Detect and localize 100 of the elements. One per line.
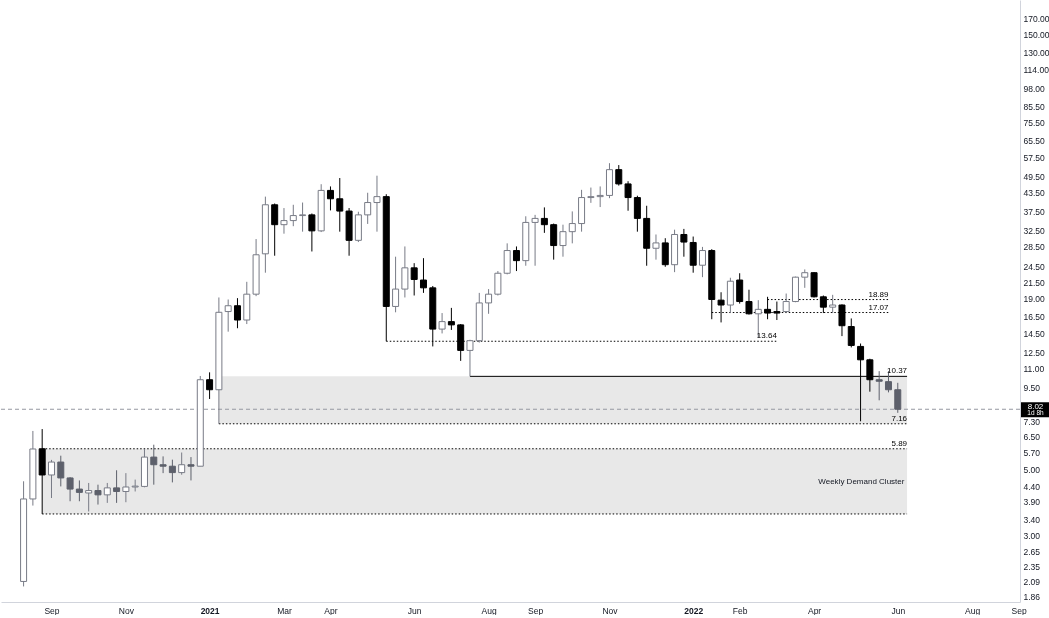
- candlestick: [568, 210, 576, 244]
- candlestick: [66, 476, 74, 502]
- y-tick-label: 16.50: [1023, 312, 1046, 323]
- candlestick: [271, 202, 279, 257]
- candlestick: [736, 272, 744, 305]
- candlestick: [689, 236, 697, 274]
- candlestick: [494, 270, 502, 296]
- x-tick-label: Apr: [324, 605, 338, 616]
- y-tick-label: 2.65: [1023, 546, 1041, 557]
- candlestick: [47, 459, 55, 499]
- y-tick-label: 19.00: [1023, 294, 1046, 305]
- y-tick-label: 85.50: [1023, 101, 1046, 112]
- candlestick: [326, 185, 334, 211]
- candlestick: [847, 317, 855, 348]
- candlestick: [57, 455, 65, 487]
- candlestick: [122, 472, 130, 503]
- candlestick: [187, 456, 195, 481]
- y-tick-label: 11.00: [1023, 364, 1045, 375]
- candlestick: [801, 268, 809, 289]
- y-tick-label: 1.86: [1023, 591, 1041, 602]
- x-tick-label: Nov: [118, 605, 135, 616]
- candlestick: [782, 293, 790, 314]
- y-tick-label: 24.50: [1023, 261, 1046, 272]
- y-tick-label: 2.09: [1023, 576, 1041, 587]
- candlestick: [438, 312, 446, 334]
- candlestick: [159, 455, 167, 474]
- data-label: 18.89: [868, 289, 890, 299]
- candlestick: [540, 206, 548, 234]
- x-tick-label: Nov: [602, 605, 619, 616]
- candlestick: [652, 233, 660, 261]
- candlestick: [661, 237, 669, 268]
- data-label: 5.89: [891, 438, 908, 448]
- x-tick-label: Aug: [481, 605, 497, 616]
- y-tick-label: 75.50: [1023, 117, 1046, 128]
- y-tick-label: 7.30: [1023, 416, 1041, 427]
- candlestick: [94, 484, 102, 506]
- candlestick: [550, 223, 558, 261]
- x-tick-label: Apr: [807, 605, 822, 616]
- candlestick: [373, 175, 381, 233]
- x-tick-label: Sep: [1011, 605, 1028, 616]
- y-tick-label: 57.50: [1023, 152, 1046, 163]
- candlestick: [308, 212, 316, 252]
- y-tick-label: 6.50: [1023, 431, 1041, 442]
- y-tick-label: 150.00: [1023, 29, 1049, 40]
- data-label: 17.07: [868, 302, 890, 312]
- x-tick-label: Feb: [732, 605, 748, 616]
- y-tick-label: 170.00: [1023, 13, 1049, 24]
- x-tick-label: Sep: [44, 605, 60, 616]
- y-tick-label: 49.50: [1023, 171, 1046, 182]
- x-tick-label: Jun: [891, 605, 906, 616]
- candlestick: [512, 245, 520, 272]
- candlestick: [336, 177, 344, 233]
- candlestick: [233, 297, 241, 329]
- y-tick-label: 14.50: [1023, 328, 1046, 339]
- candlestick: [410, 262, 418, 296]
- y-tick-label: 3.90: [1023, 497, 1041, 508]
- candlestick: [103, 482, 111, 504]
- y-tick-label: 28.50: [1023, 242, 1046, 253]
- candlestick: [829, 294, 837, 314]
- x-tick-label: Mar: [277, 605, 292, 616]
- candlestick: [113, 469, 121, 504]
- y-tick-label: 43.50: [1023, 188, 1046, 199]
- candlestick: [531, 214, 539, 267]
- candlestick: [838, 303, 846, 337]
- y-tick-label: 21.50: [1023, 278, 1046, 289]
- candlestick: [150, 444, 158, 486]
- candlestick: [615, 164, 623, 187]
- x-tick-label: 2022: [684, 605, 704, 616]
- y-tick-label: 3.00: [1023, 530, 1041, 541]
- candlestick: [75, 479, 83, 502]
- y-tick-label: 37.50: [1023, 207, 1046, 218]
- x-tick-label: Aug: [965, 605, 981, 616]
- y-tick-label: 32.50: [1023, 225, 1046, 236]
- candlestick: [401, 245, 409, 298]
- data-label: 13.64: [756, 331, 778, 341]
- y-tick-label: 114.00: [1023, 64, 1049, 75]
- annotation: Weekly Demand Cluster: [818, 476, 905, 486]
- x-tick-label: Jun: [407, 605, 422, 616]
- candlestick: [559, 224, 567, 258]
- candlestick: [596, 185, 604, 208]
- candlestick: [466, 339, 474, 377]
- x-tick-label: 2021: [200, 605, 220, 616]
- candlestick: [698, 246, 706, 278]
- y-tick-label: 5.00: [1023, 465, 1041, 476]
- candlestick: [726, 277, 734, 314]
- candlestick: [633, 195, 641, 233]
- candlestick: [392, 256, 400, 313]
- ref-line-label: 8.02: [1027, 401, 1044, 411]
- y-tick-label: 2.35: [1023, 561, 1041, 572]
- candlestick: [85, 482, 93, 512]
- candlestick: [587, 187, 595, 204]
- y-tick-label: 12.50: [1023, 347, 1046, 358]
- y-tick-label: 5.70: [1023, 448, 1041, 459]
- candlestick: [224, 298, 232, 333]
- candlestick: [168, 459, 176, 483]
- candlestick: [503, 242, 511, 275]
- y-tick-label: 98.00: [1023, 84, 1046, 95]
- y-tick-label: 65.50: [1023, 135, 1046, 146]
- y-tick-label: 4.40: [1023, 481, 1041, 492]
- candlestick: [364, 192, 372, 225]
